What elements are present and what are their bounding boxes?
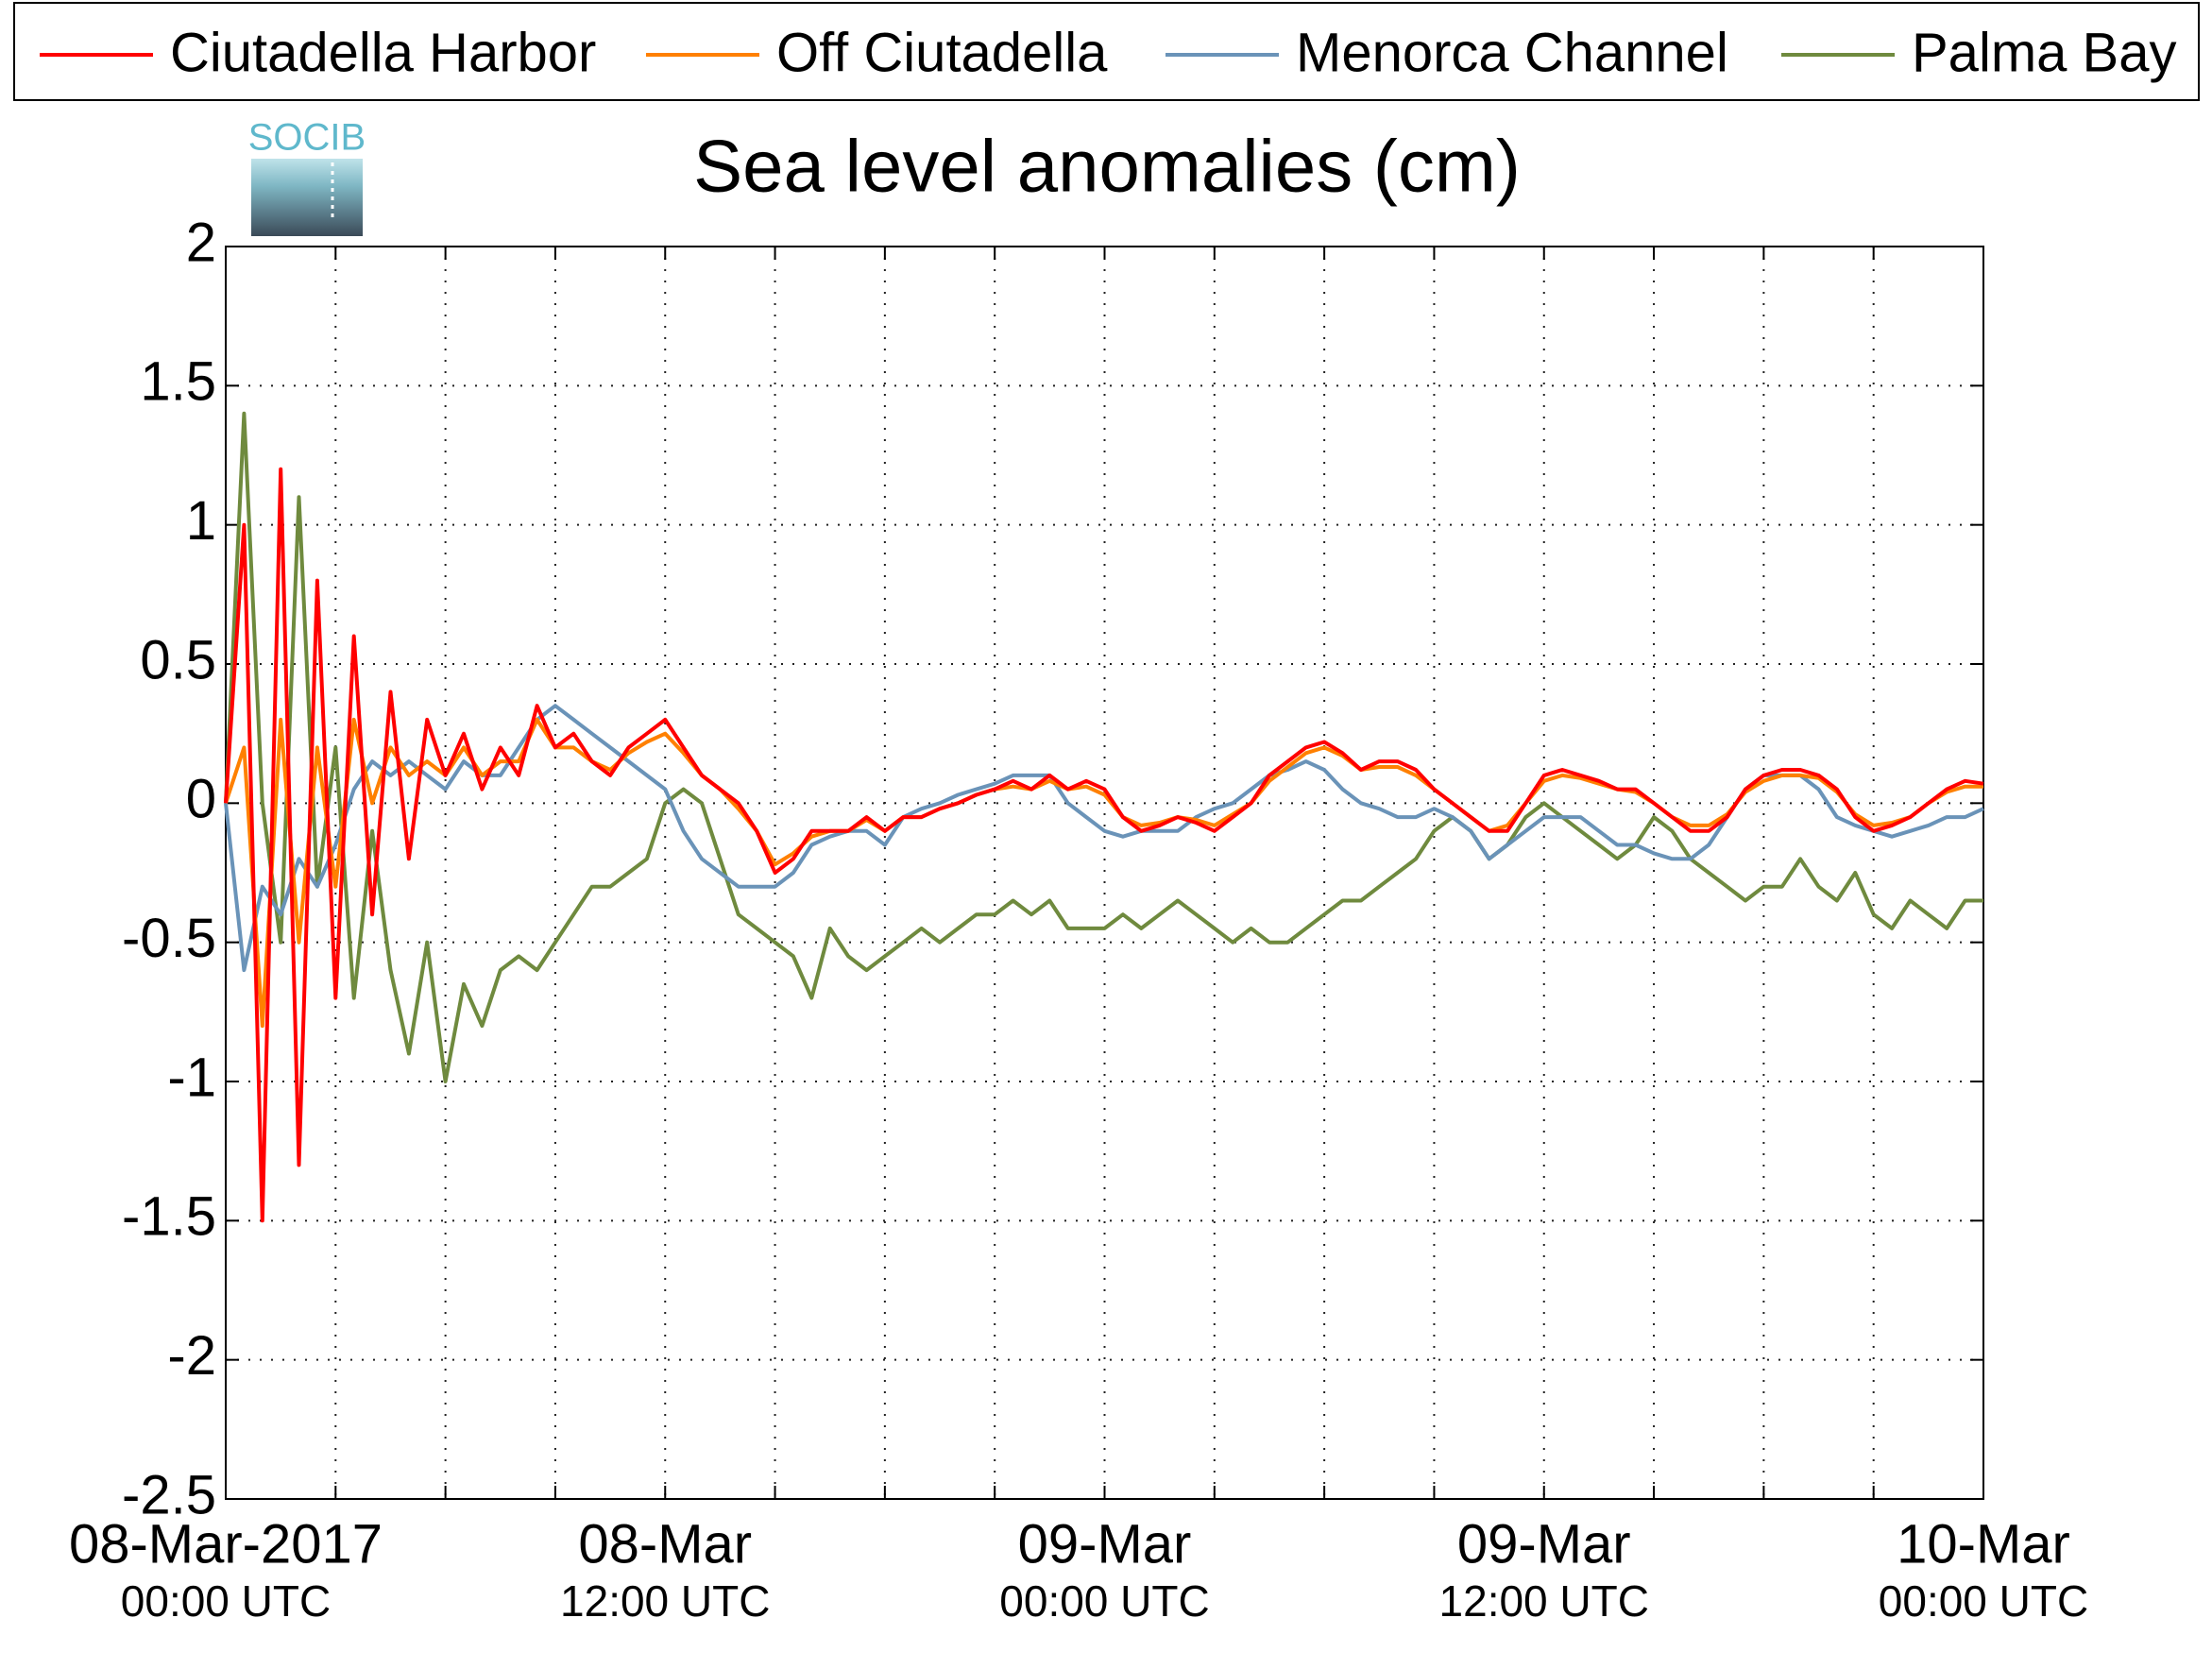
y-tick-label: -2 — [167, 1325, 216, 1387]
x-tick-sublabel: 12:00 UTC — [560, 1576, 770, 1626]
y-tick-label: -0.5 — [122, 908, 216, 969]
series-line — [224, 717, 1983, 1029]
x-tick-label: 08-Mar — [578, 1513, 752, 1575]
y-tick-label: -2.5 — [122, 1464, 216, 1525]
x-tick-sublabel: 00:00 UTC — [999, 1576, 1209, 1626]
x-tick-label: 09-Mar — [1457, 1513, 1631, 1575]
y-tick-label: 1 — [186, 490, 216, 552]
legend-box — [13, 2, 2200, 101]
y-tick-label: 1.5 — [140, 351, 216, 413]
x-tick-sublabel: 12:00 UTC — [1439, 1576, 1649, 1626]
legend-label: Menorca Channel — [1296, 22, 1728, 83]
series-line — [224, 704, 1984, 973]
legend-label: Ciutadella Harbor — [170, 22, 596, 83]
legend-label: Palma Bay — [1912, 22, 2176, 83]
plot-frame — [225, 246, 1984, 1500]
y-tick-label: 0 — [186, 769, 216, 830]
x-tick-label: 08-Mar-2017 — [69, 1513, 383, 1575]
legend-label: Off Ciutadella — [776, 22, 1108, 83]
x-tick-label: 09-Mar — [1018, 1513, 1192, 1575]
logo-text: SOCIB — [248, 117, 366, 159]
chart-title: Sea level anomalies (cm) — [693, 125, 1521, 208]
y-tick-label: -1 — [167, 1047, 216, 1108]
x-tick-label: 10-Mar — [1897, 1513, 2070, 1575]
y-tick-label: 2 — [186, 212, 216, 273]
y-tick-label: 0.5 — [140, 629, 216, 690]
x-tick-sublabel: 00:00 UTC — [1879, 1576, 2088, 1626]
y-tick-label: -1.5 — [122, 1186, 216, 1248]
x-tick-sublabel: 00:00 UTC — [121, 1576, 331, 1626]
series-line — [224, 467, 1984, 1223]
logo-image — [251, 159, 363, 236]
